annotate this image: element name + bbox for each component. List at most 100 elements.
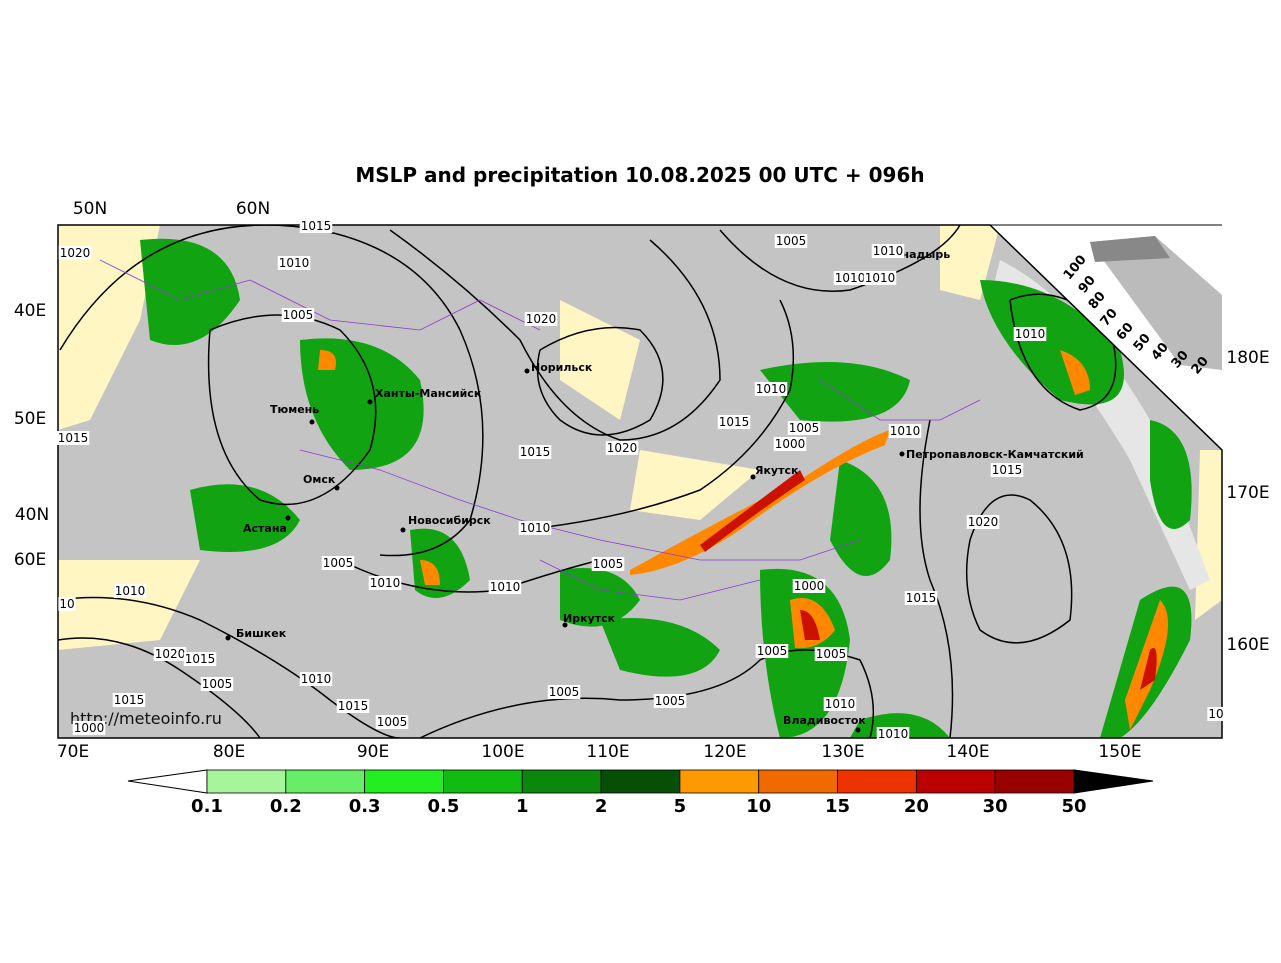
isobar-label-bg <box>863 271 897 285</box>
city-label: Ханты-Мансийск <box>375 387 482 400</box>
grid-label: 70E <box>57 742 89 762</box>
isobar-label: 1000 <box>74 721 105 735</box>
isobar-label-bg <box>336 699 370 713</box>
city-label: Иркутск <box>563 612 616 625</box>
colorbar-label: 15 <box>825 796 850 817</box>
isobar-label-bg <box>113 584 147 598</box>
isobar-label: 1005 <box>549 685 580 699</box>
colorbar-box <box>206 769 287 794</box>
colorbar-box <box>679 769 760 794</box>
city-label: Новосибирск <box>408 514 491 527</box>
city-dot <box>285 515 291 521</box>
isobar-label: 1015 <box>58 431 89 445</box>
isobar-label-bg <box>281 308 315 322</box>
isobar-label-bg <box>299 219 333 233</box>
city-dot <box>309 419 315 425</box>
city-label: Тюмень <box>270 403 319 416</box>
isobar-label-bg <box>966 515 1000 529</box>
isobar-label-bg <box>755 644 789 658</box>
city-label: Якутск <box>755 464 799 477</box>
grid-label: 160E <box>1226 635 1269 655</box>
isobar-label: 1005 <box>655 694 686 708</box>
isobar-label: 1010 <box>835 271 866 285</box>
grid-label: 40E <box>14 301 46 321</box>
colorbar-box <box>600 769 681 794</box>
isobar-label-bg <box>1013 327 1047 341</box>
isobar-label: 1005 <box>323 556 354 570</box>
city-dot <box>400 527 406 533</box>
colorbar-label: 0.2 <box>270 796 302 817</box>
isobar-label-bg <box>547 685 581 699</box>
isobar-label: 1015 <box>520 445 551 459</box>
city-dot <box>225 635 231 641</box>
isobar-label-bg <box>299 672 333 686</box>
colorbar-box <box>837 769 917 794</box>
isobar-label-bg <box>591 557 625 571</box>
isobar-label-bg <box>58 597 76 611</box>
isobar-label-bg <box>876 727 910 741</box>
city-dot <box>750 474 756 480</box>
isobar-label: 1005 <box>202 677 233 691</box>
colorbar-label: 50 <box>1061 796 1086 817</box>
isobar-label-bg <box>787 421 821 435</box>
isobar-label-bg <box>605 441 639 455</box>
isobar-label: 1010 <box>490 580 521 594</box>
isobar-label: 1005 <box>593 557 624 571</box>
isobar-label: 1005 <box>283 308 314 322</box>
isobar-label-bg <box>153 647 187 661</box>
city-label: Петропавловск-Камчатский <box>906 448 1084 461</box>
title: MSLP and precipitation 10.08.2025 00 UTC… <box>355 163 924 187</box>
colorbar-label: 1 <box>516 796 529 817</box>
grid-label: 60N <box>236 199 270 219</box>
isobar-label: 1015 <box>992 463 1023 477</box>
city-label: Анадырь <box>893 248 950 261</box>
colorbar: 0.1 0.2 0.3 0.5 1 2 5 10 15 20 30 50 <box>127 769 1154 817</box>
isobar-label-bg <box>72 721 106 735</box>
isobar-label-bg <box>774 234 808 248</box>
isobar-label-bg <box>375 715 409 729</box>
isobar-label: 1010 <box>873 244 904 258</box>
city-label: Астана <box>243 522 287 535</box>
colorbar-label: 30 <box>983 796 1008 817</box>
isobar-label: 1020 <box>607 441 638 455</box>
isobar-label: 1020 <box>526 312 557 326</box>
isobar-label: 1010 <box>878 727 909 741</box>
isobar-label-bg <box>518 521 552 535</box>
colorbar-box <box>521 769 602 794</box>
city-dot <box>855 727 861 733</box>
isobar-label-bg <box>773 437 807 451</box>
isobar-label: 1005 <box>757 644 788 658</box>
isobar-label-bg <box>717 415 751 429</box>
isobar-label: 1000 <box>794 579 825 593</box>
isobar-label: 10 <box>1208 707 1223 721</box>
isobar-label-bg <box>823 697 857 711</box>
grid-label: 80E <box>213 742 245 762</box>
isobar-label-bg <box>277 256 311 270</box>
isobar-label-bg <box>833 271 867 285</box>
isobar-label: 1010 <box>301 672 332 686</box>
colorbar-label: 2 <box>595 796 608 817</box>
isobar-label: 10 <box>59 597 74 611</box>
isobar-label: 1005 <box>816 647 847 661</box>
isobar-label-bg <box>518 445 552 459</box>
isobar-label-bg <box>321 556 355 570</box>
grid-label: 170E <box>1226 483 1269 503</box>
colorbar-box <box>758 769 838 794</box>
isobar-label-bg <box>183 652 217 666</box>
colorbar-box <box>364 769 444 794</box>
city-label: Владивосток <box>783 714 866 727</box>
isobar-label: 1015 <box>114 693 145 707</box>
grid-label: 100E <box>481 742 524 762</box>
isobar-label-bg <box>524 312 558 326</box>
isobar-label-bg <box>990 463 1024 477</box>
colorbar-box <box>915 769 996 794</box>
isobar-label: 1005 <box>377 715 408 729</box>
isobar-label-bg <box>814 647 848 661</box>
isobar-label: 1010 <box>370 576 401 590</box>
isobar-label: 1015 <box>906 591 937 605</box>
city-dot <box>524 368 530 374</box>
isobar-label: 1010 <box>890 424 921 438</box>
isobar-label: 1010 <box>115 584 146 598</box>
colorbar-box <box>443 769 523 794</box>
